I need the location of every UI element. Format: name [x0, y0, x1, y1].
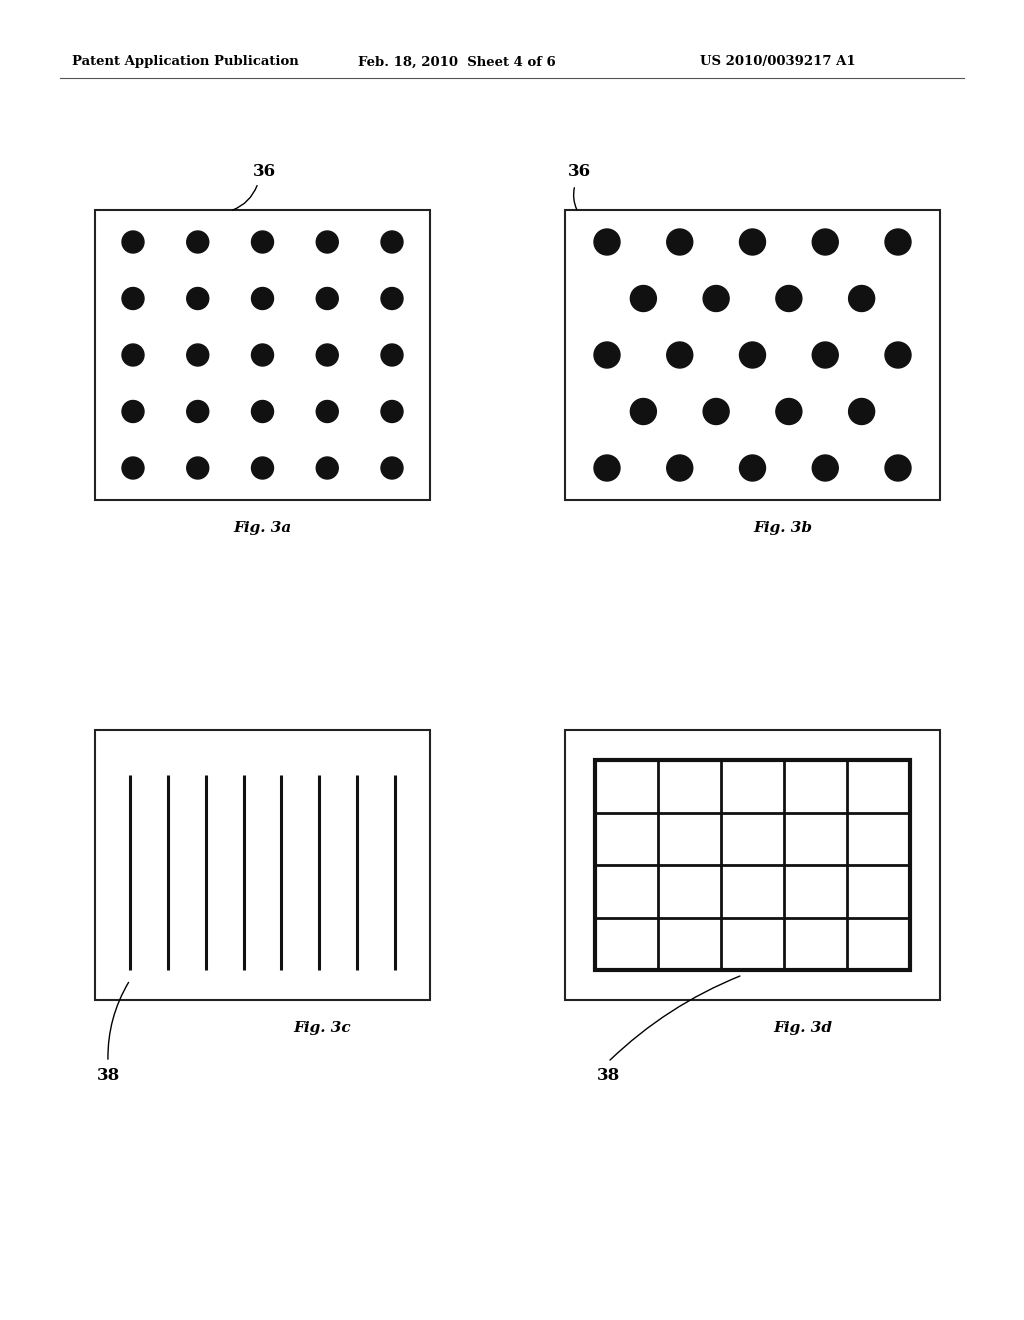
Circle shape [849, 399, 874, 425]
Text: Fig. 3a: Fig. 3a [233, 521, 292, 535]
Circle shape [885, 228, 911, 255]
Text: Fig. 3b: Fig. 3b [753, 521, 812, 535]
Circle shape [594, 228, 620, 255]
Circle shape [812, 455, 839, 480]
Circle shape [631, 285, 656, 312]
Circle shape [381, 288, 403, 309]
Text: 38: 38 [96, 1067, 120, 1084]
Text: 36: 36 [568, 164, 591, 181]
Circle shape [252, 457, 273, 479]
Circle shape [739, 455, 766, 480]
Circle shape [631, 399, 656, 425]
Circle shape [186, 457, 209, 479]
Text: 38: 38 [596, 1067, 620, 1084]
Circle shape [252, 231, 273, 253]
Text: Fig. 3d: Fig. 3d [773, 1020, 831, 1035]
Text: Patent Application Publication: Patent Application Publication [72, 55, 299, 69]
Circle shape [381, 400, 403, 422]
Circle shape [812, 342, 839, 368]
Bar [95, 730, 430, 1001]
Circle shape [252, 345, 273, 366]
Text: US 2010/0039217 A1: US 2010/0039217 A1 [700, 55, 856, 69]
Circle shape [667, 455, 693, 480]
Bar [595, 760, 910, 970]
Circle shape [703, 399, 729, 425]
Circle shape [316, 288, 338, 309]
Circle shape [316, 345, 338, 366]
Circle shape [776, 399, 802, 425]
Circle shape [316, 457, 338, 479]
Circle shape [186, 231, 209, 253]
Circle shape [667, 342, 693, 368]
Circle shape [186, 400, 209, 422]
Circle shape [703, 285, 729, 312]
Circle shape [739, 342, 766, 368]
Circle shape [381, 231, 403, 253]
Circle shape [849, 285, 874, 312]
Circle shape [122, 231, 144, 253]
Circle shape [885, 342, 911, 368]
Circle shape [186, 345, 209, 366]
Circle shape [252, 400, 273, 422]
Text: 36: 36 [253, 164, 276, 181]
Circle shape [122, 457, 144, 479]
Circle shape [594, 455, 620, 480]
Circle shape [667, 228, 693, 255]
Circle shape [316, 400, 338, 422]
Circle shape [739, 228, 766, 255]
Circle shape [122, 345, 144, 366]
Circle shape [885, 455, 911, 480]
Circle shape [381, 457, 403, 479]
Bar [565, 210, 940, 500]
Circle shape [316, 231, 338, 253]
Circle shape [252, 288, 273, 309]
Circle shape [594, 342, 620, 368]
Circle shape [122, 288, 144, 309]
Circle shape [122, 400, 144, 422]
Text: Fig. 3c: Fig. 3c [294, 1020, 351, 1035]
Circle shape [381, 345, 403, 366]
Circle shape [186, 288, 209, 309]
Text: Feb. 18, 2010  Sheet 4 of 6: Feb. 18, 2010 Sheet 4 of 6 [358, 55, 556, 69]
Bar [565, 730, 940, 1001]
Circle shape [812, 228, 839, 255]
Circle shape [776, 285, 802, 312]
Bar [95, 210, 430, 500]
